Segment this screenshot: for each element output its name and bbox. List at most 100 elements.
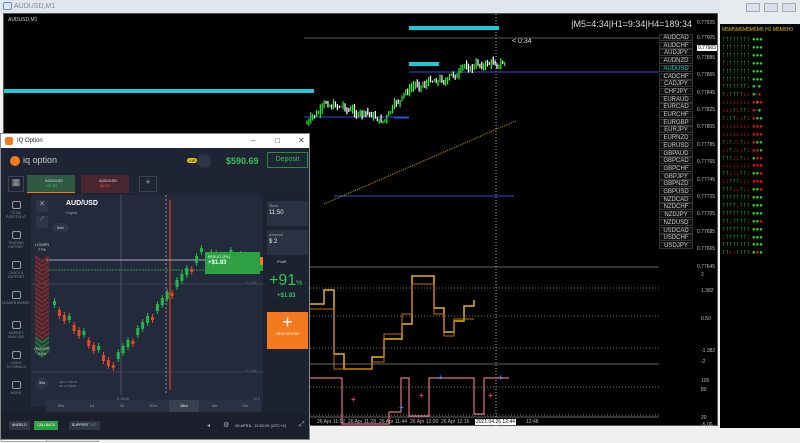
pair-button-eurcad[interactable]: EURCAD — [659, 103, 693, 111]
close-button[interactable] — [782, 3, 796, 12]
add-tab-button[interactable]: + — [139, 176, 157, 192]
crown-icon[interactable] — [197, 154, 211, 168]
arrow-up-icon: ↑ — [725, 36, 730, 43]
timeframe-15m[interactable]: 15m — [168, 400, 199, 412]
status-dot-icon: ● — [759, 195, 763, 201]
timeframe-5m[interactable]: 5m — [211, 403, 218, 408]
timeframe-2m[interactable]: 2m — [242, 403, 248, 408]
signal-row: ↑↑↑↑↑↑↑↑ ●●● — [722, 76, 763, 83]
timeframe-3h[interactable]: 3h — [120, 403, 125, 408]
maximize-button[interactable] — [764, 3, 778, 12]
arrow-up-icon: ↑ — [732, 209, 737, 217]
timeframe-30m[interactable]: 30m — [149, 403, 157, 408]
close-icon[interactable]: ✕ — [36, 200, 48, 212]
arrow-down-icon: ↓ — [746, 115, 751, 122]
deposit-button[interactable]: Deposit — [267, 152, 308, 168]
pair-button-usdjpy[interactable]: USDJPY — [659, 241, 693, 249]
pair-button-audusd[interactable]: AUDUSD — [659, 64, 693, 72]
status-dot-icon: · — [755, 92, 758, 99]
pair-button-gbpcad[interactable]: GBPCAD — [659, 157, 693, 165]
pair-button-gbpnzd[interactable]: GBPNZD — [659, 180, 693, 188]
close-button[interactable]: ✕ — [298, 136, 305, 145]
signal-row: ↓↓↓↓↓↓↓↓ ●●● — [722, 131, 763, 138]
sidebar-item-video-tutorials[interactable]: VIDEO TUTORIALS — [1, 351, 31, 369]
result-popup[interactable]: RESULT (P/L) +$1.83 — [205, 252, 260, 274]
sidebar-item-more[interactable]: MORE — [1, 381, 31, 395]
asset-tab-1[interactable]: AUD/USD +$1.83 — [27, 175, 75, 193]
status-dot-icon: ● — [759, 116, 763, 122]
callback-button[interactable]: CALLBACK — [34, 421, 59, 430]
pair-button-chfjpy[interactable]: CHFJPY — [659, 87, 693, 95]
minimize-button[interactable] — [746, 3, 760, 12]
pair-button-audjpy[interactable]: AUDJPY — [659, 49, 693, 57]
sidebar-item-trading-history[interactable]: TRADING HISTORY — [1, 231, 31, 249]
timeframe-30d[interactable]: 30d — [57, 403, 65, 408]
pair-button-cadjpy[interactable]: CADJPY — [659, 80, 693, 88]
pair-button-eurnzd[interactable]: EURNZD — [659, 134, 693, 142]
minimize-button[interactable]: – — [251, 136, 256, 145]
draw-tool-icon[interactable]: ⟋ — [36, 216, 48, 228]
arrow-down-icon: ↓ — [739, 122, 744, 130]
pair-button-audcad[interactable]: AUDCAD — [659, 34, 693, 41]
pair-button-gbpaud[interactable]: GBPAUD — [659, 149, 693, 157]
amount-field[interactable]: Amount $ 2 — [267, 230, 308, 255]
timeframe-1d[interactable]: 1d — [89, 403, 94, 408]
arrow-up-icon: ↑ — [732, 91, 737, 99]
indicator-level: 1.382 — [701, 288, 714, 294]
new-option-button[interactable]: + NEW OPTION — [267, 312, 308, 349]
pair-button-nzdjpy[interactable]: NZDJPY — [659, 211, 693, 219]
sound-icon[interactable]: ◂ — [207, 423, 211, 429]
signal-row: ↓↑↑↑↑↑↑↓ ●●● — [722, 234, 763, 241]
indicator-level: 2 — [701, 272, 704, 278]
pair-button-nzdcad[interactable]: NZDCAD — [659, 195, 693, 203]
user-button[interactable]: ANGELO — [9, 421, 30, 430]
pair-button-audchf[interactable]: AUDCHF — [659, 41, 693, 49]
balance[interactable]: $590.69 — [226, 156, 259, 166]
pair-button-usdcad[interactable]: USDCAD — [659, 226, 693, 234]
support-button[interactable]: SUPPORT 24/7 — [69, 421, 100, 430]
pair-button-eurjpy[interactable]: EURJPY — [659, 126, 693, 134]
arrow-down-icon: ↓ — [732, 122, 737, 130]
status-dot-icon: ● — [759, 60, 763, 67]
status-dot-icon: ● — [759, 171, 763, 178]
pair-button-eurchf[interactable]: EURCHF — [659, 111, 693, 118]
sidebar-item-total-portfolio[interactable]: TOTAL PORTFOLIO — [1, 201, 31, 219]
pair-button-audnzd[interactable]: AUDNZD — [659, 57, 693, 65]
fullscreen-icon[interactable]: ⤢ — [299, 421, 305, 428]
grid-icon[interactable]: ▦ — [8, 176, 24, 192]
pair-button-nzdchf[interactable]: NZDCHF — [659, 203, 693, 211]
pair-button-eurusd[interactable]: EURUSD — [659, 141, 693, 149]
status-dot-icon: ● — [751, 131, 756, 138]
pair-button-nzdusd[interactable]: NZDUSD — [659, 218, 693, 226]
asset-name[interactable]: AUD/USD — [66, 200, 98, 207]
pair-button-usdchf[interactable]: USDCHF — [659, 234, 693, 242]
arrow-up-icon: ↑ — [746, 209, 751, 217]
vip-badge[interactable]: VIP — [187, 158, 198, 163]
arrow-up-icon: ↑ — [739, 225, 744, 233]
arrow-up-icon: ↑ — [729, 115, 733, 122]
arrow-up-icon: ↑ — [746, 51, 751, 59]
gear-icon[interactable]: ⚙ — [223, 422, 230, 429]
pair-button-cadchf[interactable]: CADCHF — [659, 72, 693, 80]
signal-row: ↑↑↑↓↓↑↓↓ ●●● — [722, 186, 763, 193]
arrow-up-icon: ↑ — [729, 43, 733, 51]
pair-button-gbpusd[interactable]: GBPUSD — [659, 188, 693, 195]
time-field[interactable]: Time 11:50 — [267, 201, 308, 226]
arrow-up-icon: ↑ — [729, 209, 733, 217]
price-level: 0.77825 — [697, 107, 716, 113]
pair-button-euraud[interactable]: EURAUD — [659, 95, 693, 103]
sidebar-item-leader-board[interactable]: LEADER BOARD — [1, 291, 31, 305]
pair-button-gbpjpy[interactable]: GBPJPY — [659, 172, 693, 180]
pair-button-gbpchf[interactable]: GBPCHF — [659, 164, 693, 172]
iq-chart[interactable]: ✕ ⟋ AUD/USD Digital Info LOWER 77% HIGHER… — [31, 195, 292, 407]
pair-button-eurgbp[interactable]: EURGBP — [659, 118, 693, 126]
maximize-button[interactable]: □ — [275, 136, 280, 145]
interval-button[interactable]: 30s — [36, 377, 48, 389]
sidebar-item-chats-support[interactable]: CHATS & SUPPORT — [1, 261, 31, 279]
asset-tab-2[interactable]: AUD/USD -$2.00 — [81, 175, 129, 193]
arrow-up-icon: ↑ — [739, 209, 744, 217]
arrow-down-icon: ↓ — [722, 162, 726, 170]
sidebar-item-market-analysis[interactable]: MARKET ANALYSIS — [1, 321, 31, 339]
info-button[interactable]: Info — [52, 223, 69, 232]
status-dot-icon: ● — [751, 218, 756, 225]
